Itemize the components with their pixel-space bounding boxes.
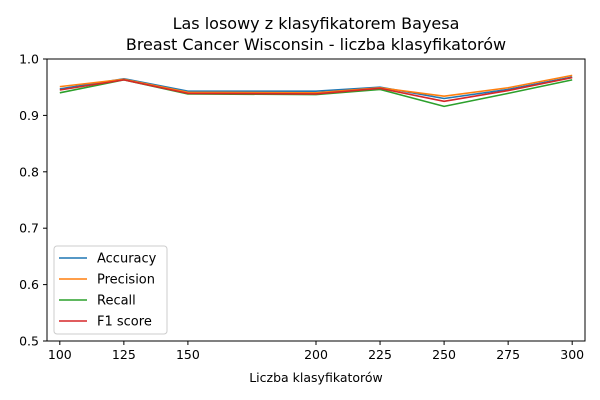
plot-lines	[59, 74, 573, 108]
x-tick-label: 225	[368, 347, 392, 362]
y-tick-label: 0.8	[19, 164, 39, 179]
x-tick-label: 125	[112, 347, 136, 362]
legend-box	[53, 245, 168, 335]
legend-label: Precision	[97, 273, 155, 288]
legend-label: F1 score	[97, 315, 152, 330]
x-tick-label: 275	[496, 347, 520, 362]
x-tick-label: 250	[432, 347, 456, 362]
x-axis-ticks: 100 125 150 200 225 250 275 300	[48, 341, 584, 362]
x-tick-label: 200	[304, 347, 328, 362]
series-line-f1-score	[59, 76, 573, 103]
legend: Accuracy Precision Recall F1 score	[53, 245, 168, 335]
x-tick-label: 300	[560, 347, 584, 362]
legend-label: Recall	[97, 294, 136, 309]
y-tick-label: 0.9	[19, 108, 39, 123]
x-tick-label: 150	[176, 347, 200, 362]
chart-title: Las losowy z klasyfikatorem Bayesa	[173, 14, 460, 33]
legend-label: Accuracy	[97, 252, 157, 267]
y-tick-label: 0.5	[19, 334, 39, 349]
y-tick-label: 1.0	[19, 52, 39, 67]
x-tick-label: 100	[48, 347, 72, 362]
y-tick-label: 0.7	[19, 221, 39, 236]
chart-subtitle: Breast Cancer Wisconsin - liczba klasyfi…	[126, 35, 506, 54]
x-axis-label: Liczba klasyfikatorów	[249, 370, 383, 385]
y-axis-ticks: 0.5 0.6 0.7 0.8 0.9 1.0	[19, 52, 47, 349]
y-tick-label: 0.6	[19, 277, 39, 292]
